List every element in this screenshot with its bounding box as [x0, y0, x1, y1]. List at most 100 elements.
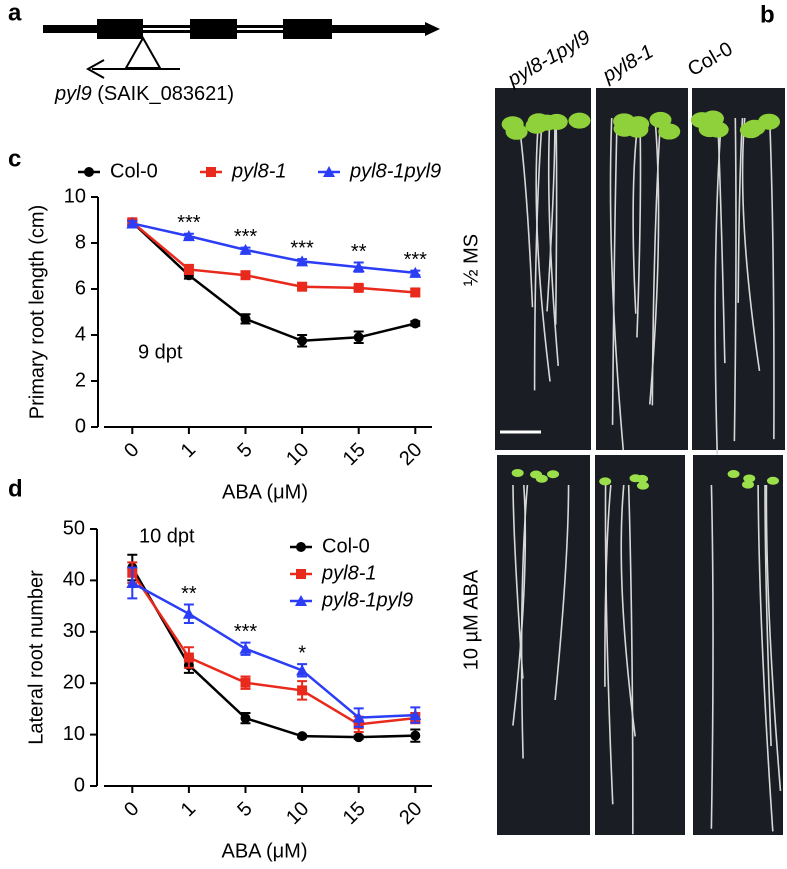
intron	[143, 28, 190, 30]
x-axis-label: ABA (μM)	[222, 481, 308, 503]
legend-label: pyl8-1	[321, 562, 376, 584]
series-line	[131, 581, 416, 719]
root	[604, 484, 612, 687]
marker	[297, 281, 308, 292]
root	[627, 484, 634, 835]
x-tick-label: 0	[120, 798, 143, 821]
root	[533, 117, 544, 391]
y-tick-label: 30	[63, 620, 85, 642]
x-tick-label: 20	[395, 798, 426, 829]
marker	[240, 313, 251, 324]
marker	[126, 576, 139, 588]
series-line	[131, 221, 416, 343]
root	[764, 484, 772, 747]
panel-label: a	[8, 0, 22, 26]
significance: **	[181, 583, 197, 605]
legend-label: Col-0	[322, 535, 370, 557]
marker	[240, 677, 251, 688]
root	[547, 117, 560, 366]
root	[611, 117, 618, 425]
significance: ***	[234, 621, 258, 643]
photo	[596, 88, 688, 450]
leaf	[742, 480, 755, 489]
leaf	[505, 123, 528, 140]
root	[716, 117, 726, 364]
insertion	[124, 35, 162, 69]
row-label: ½ MS	[460, 234, 482, 286]
row-label: 10 µM ABA	[460, 569, 482, 670]
x-tick-label: 0	[120, 439, 143, 462]
leaf	[535, 114, 558, 131]
exon	[190, 19, 237, 39]
marker	[295, 595, 307, 606]
significance: **	[351, 241, 367, 263]
marker	[183, 264, 194, 275]
leaf	[613, 120, 636, 137]
x-tick-label: 1	[177, 798, 200, 821]
marker	[353, 282, 364, 293]
marker	[84, 167, 94, 177]
marker	[410, 730, 421, 741]
significance: ***	[234, 226, 258, 248]
photo	[497, 455, 590, 835]
marker	[206, 167, 216, 177]
gene-diagram: pyl9 (SAIK_083621)	[43, 19, 440, 105]
marker	[410, 318, 421, 329]
marker	[240, 270, 251, 281]
marker	[409, 709, 422, 721]
marker	[239, 243, 252, 255]
marker	[296, 664, 309, 676]
marker	[297, 335, 308, 346]
significance: ***	[290, 237, 314, 259]
root	[710, 484, 714, 829]
gene-arrow	[425, 22, 440, 36]
root	[620, 484, 636, 737]
root	[535, 117, 551, 382]
photos: pyl8-1pyl9 pyl8-1 Col-0 ½ MS 10 µM ABA	[460, 26, 785, 835]
y-tick-label: 0	[75, 415, 86, 437]
series-line	[131, 571, 416, 726]
root	[768, 117, 775, 440]
legend-label: pyl8-1	[231, 160, 286, 182]
marker	[183, 652, 194, 663]
x-tick-label: 5	[233, 798, 256, 821]
y-tick-label: 40	[63, 569, 85, 591]
root	[765, 484, 782, 791]
root	[741, 117, 761, 371]
marker	[126, 217, 139, 229]
root	[546, 117, 556, 312]
exon	[283, 19, 332, 39]
y-tick-label: 0	[74, 774, 85, 796]
x-tick-label: 15	[339, 798, 370, 829]
root	[757, 484, 774, 832]
x-tick-label: 15	[339, 439, 370, 470]
x-tick-label: 20	[395, 439, 426, 470]
marker	[239, 642, 252, 654]
intron	[237, 28, 283, 30]
column-label: Col-0	[684, 38, 736, 81]
significance: ***	[404, 249, 428, 271]
leaf	[766, 476, 779, 485]
y-tick-label: 10	[63, 723, 85, 745]
root	[648, 117, 660, 405]
marker	[352, 711, 365, 723]
marker	[182, 230, 195, 242]
marker	[296, 542, 306, 552]
y-axis-label: Lateral root number	[25, 570, 47, 745]
leaf	[743, 474, 756, 483]
panel-label: b	[760, 1, 775, 28]
y-tick-label: 4	[75, 323, 86, 345]
leaf	[511, 469, 524, 478]
marker	[297, 731, 308, 742]
column-label: pyl8-1pyl9	[503, 26, 594, 91]
exon	[97, 19, 143, 39]
root	[604, 484, 614, 805]
marker	[409, 266, 422, 278]
y-tick-label: 10	[64, 185, 86, 207]
significance: ***	[177, 212, 201, 234]
root	[609, 117, 625, 450]
marker	[410, 287, 421, 298]
x-tick-label: 5	[233, 439, 256, 462]
significance: *	[298, 642, 306, 664]
